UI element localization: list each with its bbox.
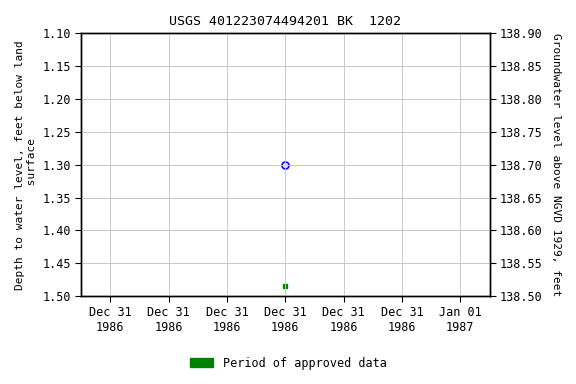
Y-axis label: Groundwater level above NGVD 1929, feet: Groundwater level above NGVD 1929, feet: [551, 33, 561, 296]
Title: USGS 401223074494201 BK  1202: USGS 401223074494201 BK 1202: [169, 15, 401, 28]
Legend: Period of approved data: Period of approved data: [185, 352, 391, 374]
Y-axis label: Depth to water level, feet below land
 surface: Depth to water level, feet below land su…: [15, 40, 37, 290]
